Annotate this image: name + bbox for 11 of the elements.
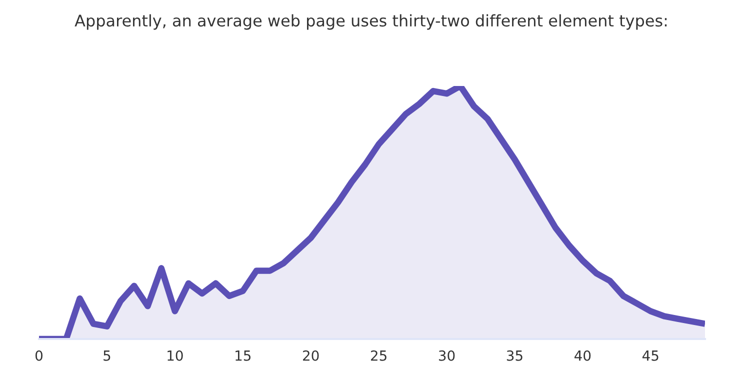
x-tick-label: 10 — [168, 350, 183, 361]
x-tick-label: 45 — [642, 350, 658, 361]
x-tick-label: 35 — [506, 350, 522, 361]
x-tick-label: 25 — [370, 350, 386, 361]
chart-title: Apparently, an average web page uses thirty-two different element types: — [74, 14, 667, 30]
x-tick-label: 0 — [35, 350, 42, 361]
x-tick-label: 20 — [303, 350, 319, 361]
x-tick-label: 30 — [438, 350, 455, 361]
x-tick-label: 40 — [574, 350, 591, 361]
x-tick-label: 15 — [236, 350, 250, 361]
x-tick-label: 5 — [104, 350, 110, 361]
